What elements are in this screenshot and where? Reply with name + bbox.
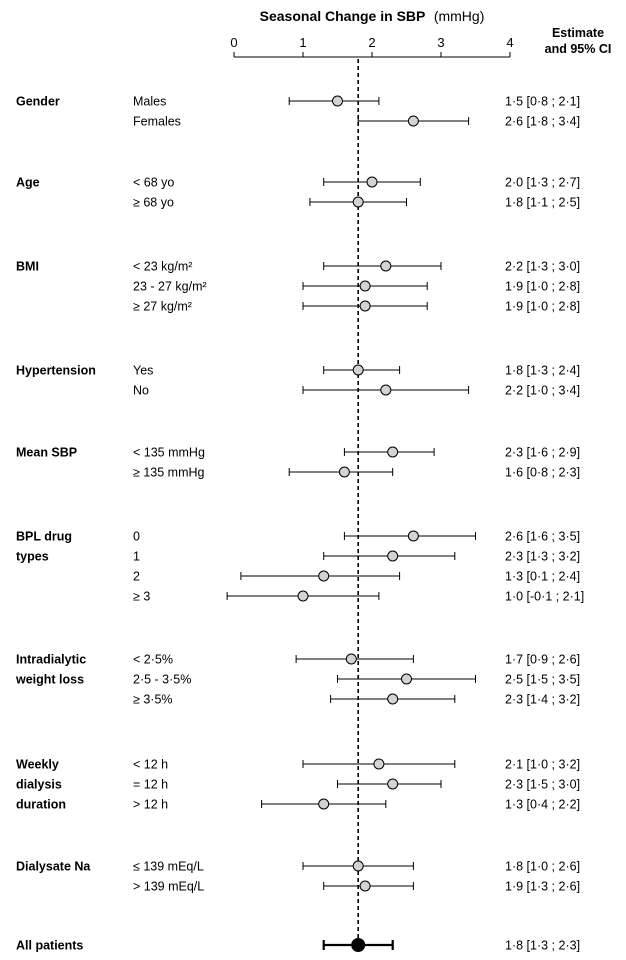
group-label: Gender (16, 95, 60, 109)
x-tick-label: 4 (506, 35, 513, 50)
subgroup-label: < 68 yo (133, 176, 174, 190)
group-label: duration (16, 798, 66, 812)
estimate-marker (407, 115, 419, 127)
estimate-ci-text: 1·8 [1·3 ; 2·4] (505, 364, 580, 378)
group-label: dialysis (16, 778, 62, 792)
subgroup-label: Yes (133, 364, 153, 378)
subgroup-label: Males (133, 95, 166, 109)
estimate-marker (366, 176, 378, 188)
estimate-ci-text: 1·9 [1·3 ; 2·6] (505, 880, 580, 894)
estimate-marker (297, 590, 309, 602)
estimate-ci-text: 1·8 [1·1 ; 2·5] (505, 196, 580, 210)
x-tick-label: 3 (437, 35, 444, 50)
group-label: weight loss (15, 673, 84, 687)
estimate-header-line2: and 95% CI (545, 42, 612, 56)
estimate-marker (380, 384, 392, 396)
estimate-ci-text: 1·3 [0·1 ; 2·4] (505, 570, 580, 584)
subgroup-label: > 139 mEq/L (133, 880, 204, 894)
group-label: BMI (16, 260, 39, 274)
estimate-ci-text: 2·3 [1·3 ; 3·2] (505, 550, 580, 564)
estimate-marker (352, 196, 364, 208)
estimate-marker (401, 673, 412, 685)
estimate-marker (359, 300, 371, 312)
subgroup-label: ≤ 139 mEq/L (133, 860, 204, 874)
group-label: Mean SBP (16, 446, 77, 460)
estimate-ci-text: 2·2 [1·3 ; 3·0] (505, 260, 580, 274)
estimate-marker (352, 364, 364, 376)
group-label: Hypertension (16, 364, 96, 378)
estimate-ci-text: 2·3 [1·6 ; 2·9] (505, 446, 580, 460)
subgroup-label: ≥ 3 (133, 590, 150, 604)
estimate-ci-text: 2·3 [1·4 ; 3·2] (505, 693, 580, 707)
estimate-ci-text: 2·3 [1·5 ; 3·0] (505, 778, 580, 792)
estimate-ci-text: 1·5 [0·8 ; 2·1] (505, 95, 580, 109)
estimate-marker (387, 693, 399, 705)
group-label: Age (16, 176, 40, 190)
subgroup-label: < 135 mmHg (133, 446, 205, 460)
group-label: Dialysate Na (16, 860, 91, 874)
subgroup-label: 0 (133, 530, 140, 544)
subgroup-label: 2·5 - 3·5% (133, 673, 191, 687)
subgroup-label: < 2·5% (133, 653, 173, 667)
estimate-marker (332, 95, 343, 107)
subgroup-label: < 23 kg/m² (133, 260, 192, 274)
estimate-ci-text: 1·3 [0·4 ; 2·2] (505, 798, 580, 812)
estimate-marker (318, 798, 330, 810)
estimate-marker (380, 260, 392, 272)
estimate-marker (338, 466, 350, 478)
x-tick-label: 0 (230, 35, 237, 50)
estimate-marker (387, 550, 399, 562)
subgroup-label: > 12 h (133, 798, 168, 812)
estimate-ci-text: 2·1 [1·0 ; 3·2] (505, 758, 580, 772)
estimate-marker (387, 778, 399, 790)
subgroup-label: ≥ 27 kg/m² (133, 300, 192, 314)
overall-label: All patients (16, 939, 83, 953)
x-tick-label: 2 (368, 35, 375, 50)
group-label: Weekly (16, 758, 59, 772)
estimate-marker (387, 446, 399, 458)
estimate-ci-text: 2·6 [1·6 ; 3·5] (505, 530, 580, 544)
estimate-marker (359, 280, 371, 292)
overall-estimate-marker (351, 938, 366, 952)
estimate-ci-text: 2·2 [1·0 ; 3·4] (505, 384, 580, 398)
subgroup-label: = 12 h (133, 778, 168, 792)
estimate-ci-text: 1·7 [0·9 ; 2·6] (505, 653, 580, 667)
estimate-ci-text: 1·0 [-0·1 ; 2·1] (505, 590, 584, 604)
estimate-marker (345, 653, 357, 665)
group-label: types (16, 550, 49, 564)
estimate-ci-text: 1·9 [1·0 ; 2·8] (505, 300, 580, 314)
estimate-header-line1: Estimate (552, 26, 604, 40)
estimate-ci-text: 2·5 [1·5 ; 3·5] (505, 673, 580, 687)
subgroup-label: ≥ 135 mmHg (133, 466, 205, 480)
estimate-marker (407, 530, 419, 542)
subgroup-label: ≥ 3·5% (133, 693, 173, 707)
group-label: BPL drug (16, 530, 72, 544)
subgroup-label: 1 (133, 550, 140, 564)
subgroup-label: No (133, 384, 149, 398)
estimate-ci-text: 1·8 [1·0 ; 2·6] (505, 860, 580, 874)
estimate-marker (352, 860, 364, 872)
subgroup-label: 2 (133, 570, 140, 584)
group-label: Intradialytic (16, 653, 86, 667)
estimate-ci-text: 2·0 [1·3 ; 2·7] (505, 176, 580, 190)
estimate-marker (373, 758, 385, 770)
estimate-ci-text: 1·9 [1·0 ; 2·8] (505, 280, 580, 294)
subgroup-label: 23 - 27 kg/m² (133, 280, 207, 294)
x-tick-label: 1 (299, 35, 306, 50)
estimate-marker (359, 880, 371, 892)
subgroup-label: Females (133, 115, 181, 129)
subgroup-label: ≥ 68 yo (133, 196, 174, 210)
estimate-ci-text: 1·6 [0·8 ; 2·3] (505, 466, 580, 480)
estimate-marker (318, 570, 330, 582)
estimate-ci-text: 2·6 [1·8 ; 3·4] (505, 115, 580, 129)
subgroup-label: < 12 h (133, 758, 168, 772)
chart-title: Seasonal Change in SBP (mmHg) (260, 8, 485, 25)
estimate-ci-text: 1·8 [1·3 ; 2·3] (505, 939, 580, 953)
